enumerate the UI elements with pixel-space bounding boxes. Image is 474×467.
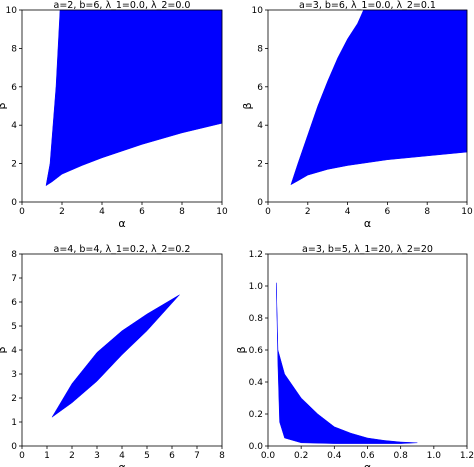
x-tick-label: 3 bbox=[94, 451, 100, 461]
y-tick-label: 1 bbox=[11, 418, 17, 428]
y-tick-label: 7 bbox=[11, 274, 17, 284]
y-tick-label: 0.0 bbox=[249, 442, 264, 452]
x-tick-label: 1 bbox=[44, 451, 50, 461]
y-tick-label: 4 bbox=[11, 121, 17, 131]
x-axis-label: α bbox=[118, 217, 125, 230]
y-tick-label: 8 bbox=[257, 44, 263, 54]
x-tick-label: 4 bbox=[119, 451, 125, 461]
x-tick-label: 8 bbox=[219, 451, 225, 461]
y-axis-label: β bbox=[241, 102, 254, 109]
y-tick-label: 2 bbox=[11, 394, 17, 404]
x-tick-label: 4 bbox=[345, 207, 351, 217]
y-tick-label: 10 bbox=[6, 6, 18, 16]
chart-title: a=3, b=6, λ_1=0.0, λ_2=0.1 bbox=[299, 0, 436, 11]
x-tick-label: 0 bbox=[265, 207, 271, 217]
y-tick-label: 2 bbox=[11, 160, 17, 170]
x-tick-label: 10 bbox=[216, 207, 228, 217]
x-tick-label: 1.0 bbox=[427, 451, 442, 461]
x-tick-label: 2 bbox=[305, 207, 311, 217]
x-tick-label: 6 bbox=[139, 207, 145, 217]
y-axis-label: β bbox=[235, 346, 248, 353]
x-tick-label: 0.8 bbox=[394, 451, 409, 461]
y-tick-label: 4 bbox=[11, 346, 17, 356]
chart-title: a=2, b=6, λ_1=0.0, λ_2=0.0 bbox=[54, 0, 191, 11]
axes-frame bbox=[267, 9, 468, 203]
y-tick-label: 0 bbox=[257, 198, 263, 208]
x-tick-label: 8 bbox=[179, 207, 185, 217]
y-tick-label: 4 bbox=[257, 121, 263, 131]
y-tick-label: 8 bbox=[11, 44, 17, 54]
x-tick-label: 2 bbox=[59, 207, 65, 217]
region bbox=[45, 9, 223, 187]
y-tick-label: 10 bbox=[252, 6, 264, 16]
x-tick-label: 2 bbox=[69, 451, 75, 461]
y-tick-label: 0.6 bbox=[249, 346, 264, 356]
x-tick-label: 6 bbox=[169, 451, 175, 461]
y-tick-label: 0 bbox=[11, 442, 17, 452]
x-tick-label: 5 bbox=[144, 451, 150, 461]
x-tick-label: 0.0 bbox=[261, 451, 276, 461]
y-tick-label: 1.2 bbox=[249, 250, 263, 260]
x-tick-label: 8 bbox=[424, 207, 430, 217]
chart-title: a=3, b=5, λ_1=20, λ_2=20 bbox=[302, 244, 433, 255]
region bbox=[51, 294, 180, 418]
chart-title: a=4, b=4, λ_1=0.2, λ_2=0.2 bbox=[54, 244, 191, 255]
region bbox=[276, 282, 418, 444]
x-tick-label: 10 bbox=[461, 207, 473, 217]
y-tick-label: 5 bbox=[11, 322, 17, 332]
y-tick-label: 2 bbox=[257, 160, 263, 170]
y-axis-label: β bbox=[0, 102, 8, 109]
x-tick-label: 0 bbox=[19, 451, 25, 461]
x-tick-label: 4 bbox=[99, 207, 105, 217]
y-tick-label: 6 bbox=[11, 298, 17, 308]
x-tick-label: 0.6 bbox=[360, 451, 375, 461]
y-tick-label: 0.2 bbox=[249, 410, 263, 420]
x-axis-label: α bbox=[364, 461, 371, 467]
x-tick-label: 1.2 bbox=[460, 451, 474, 461]
y-tick-label: 1.0 bbox=[249, 282, 264, 292]
x-axis-label: α bbox=[118, 461, 125, 467]
y-tick-label: 6 bbox=[257, 83, 263, 93]
y-axis-label: β bbox=[0, 346, 8, 353]
x-axis-label: α bbox=[364, 217, 371, 230]
y-tick-label: 6 bbox=[11, 83, 17, 93]
x-tick-label: 0 bbox=[19, 207, 25, 217]
region bbox=[290, 9, 468, 186]
x-tick-label: 0.2 bbox=[294, 451, 308, 461]
y-tick-label: 0.8 bbox=[249, 314, 264, 324]
x-tick-label: 7 bbox=[194, 451, 200, 461]
y-tick-label: 8 bbox=[11, 250, 17, 260]
y-tick-label: 0.4 bbox=[249, 378, 264, 388]
y-tick-label: 0 bbox=[11, 198, 17, 208]
x-tick-label: 0.4 bbox=[327, 451, 342, 461]
x-tick-label: 6 bbox=[385, 207, 391, 217]
axes-frame bbox=[21, 9, 223, 203]
y-tick-label: 3 bbox=[11, 370, 17, 380]
